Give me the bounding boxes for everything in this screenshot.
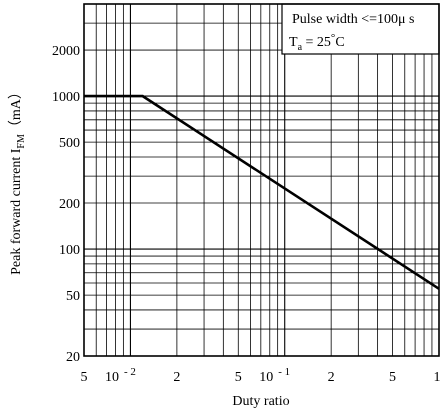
x-tick-label: 10- 2 xyxy=(105,366,136,385)
x-tick-labels: 5 10- 2 2 5 10- 1 2 5 1 xyxy=(81,366,441,385)
x-tick-label: 2 xyxy=(173,370,180,385)
x-tick-label: 5 xyxy=(81,370,88,385)
horizontal-grid-lines xyxy=(84,22,439,330)
y-tick-label: 500 xyxy=(59,136,80,151)
annotation-pulse-width: Pulse width <=100μ s xyxy=(292,12,414,27)
series-line xyxy=(84,94,440,290)
y-tick-label: 2000 xyxy=(52,44,80,59)
y-tick-label: 200 xyxy=(59,197,80,212)
x-tick-label: 2 xyxy=(328,370,335,385)
x-tick-label: 10- 1 xyxy=(259,366,290,385)
plot-frame xyxy=(83,3,440,357)
vertical-grid-lines xyxy=(95,4,433,356)
x-axis-label: Duty ratio xyxy=(232,394,289,409)
x-tick-label: 5 xyxy=(389,370,396,385)
y-tick-label: 100 xyxy=(59,243,80,258)
y-tick-label: 20 xyxy=(66,350,80,365)
y-axis-label: Peak forward current IFM（mA） xyxy=(8,85,27,275)
series-layer xyxy=(84,94,440,290)
y-tick-label: 50 xyxy=(66,289,80,304)
x-tick-label: 1 xyxy=(434,370,441,385)
annotation-ambient-temp: Ta = 25°C xyxy=(289,32,345,53)
y-tick-label: 1000 xyxy=(52,90,80,105)
y-tick-labels: 20 50 100 200 500 1000 2000 xyxy=(52,44,80,365)
x-tick-label: 5 xyxy=(235,370,242,385)
